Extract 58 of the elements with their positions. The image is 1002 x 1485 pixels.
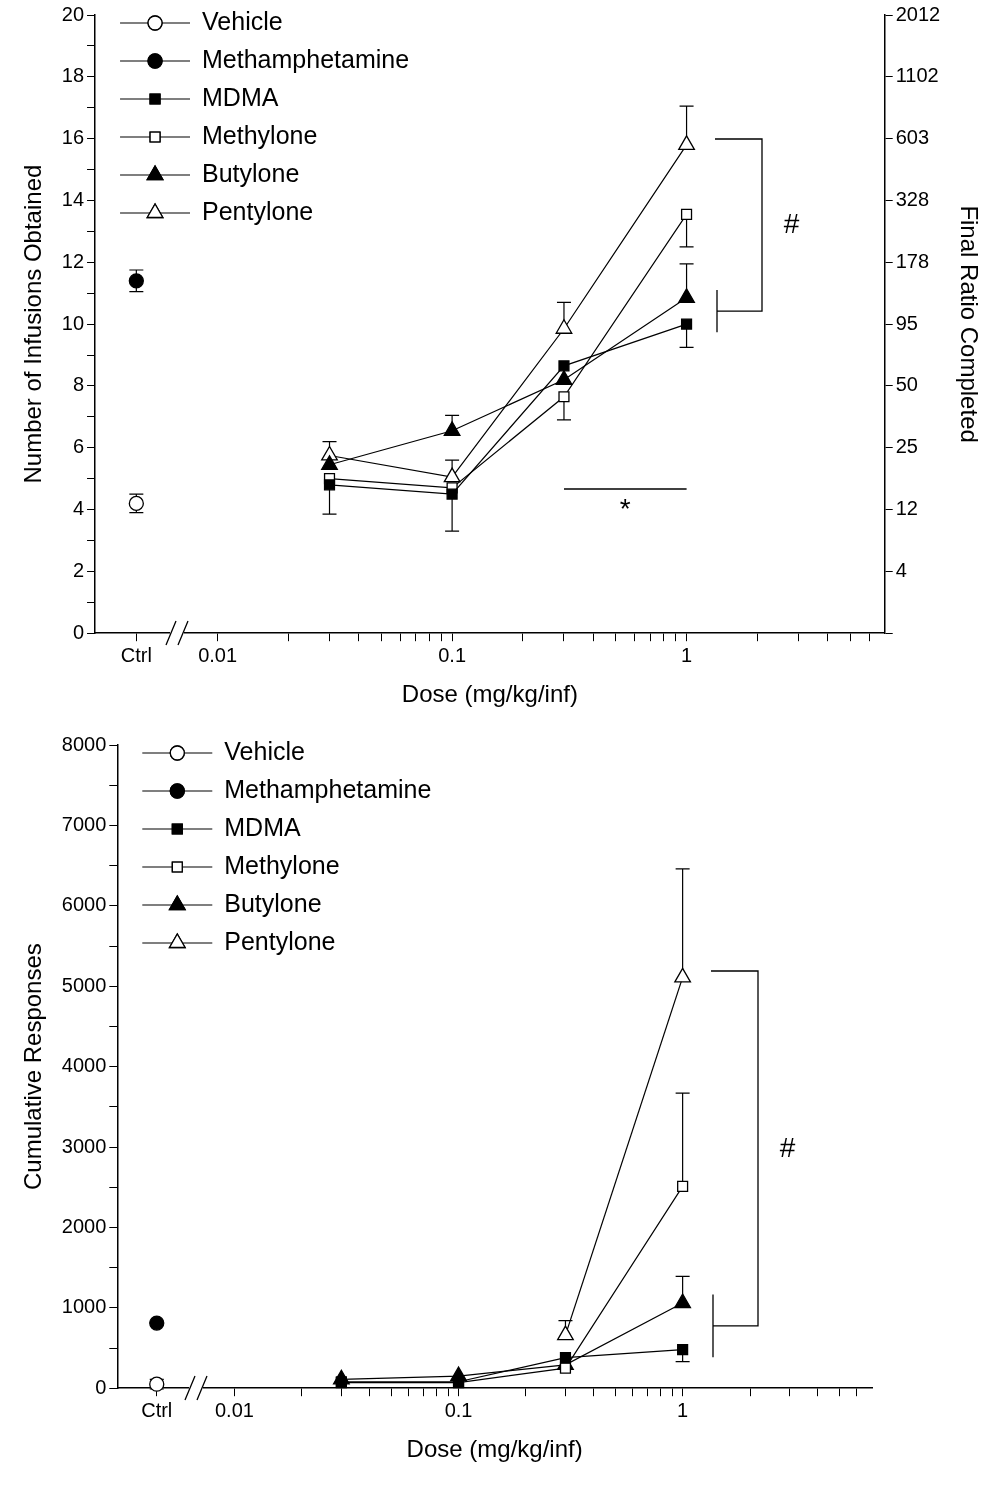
legend-label: Butylone: [224, 888, 322, 917]
y-tick-label: 16: [61, 126, 85, 149]
category-label: 50: [895, 373, 918, 396]
category-label: 4: [895, 558, 907, 581]
legend-label: Methylone: [224, 850, 340, 879]
y-tick-label: 0: [72, 620, 85, 643]
category-label: 2012: [895, 2, 941, 25]
x-tick-label: 1: [677, 1398, 689, 1421]
category-label: 25: [895, 435, 918, 458]
category-label: 95: [895, 311, 918, 334]
y-axis-title: Cumulative Responses: [19, 943, 47, 1190]
x-tick-label: 0.01: [214, 1398, 254, 1421]
y-tick-label: 6: [72, 435, 85, 458]
legend-label: MDMA: [202, 82, 279, 111]
y-tick-label: 7000: [61, 812, 107, 835]
legend-label: Methylone: [202, 120, 318, 149]
y-tick-label: 18: [61, 64, 85, 87]
x-axis-title: Dose (mg/kg/inf): [406, 1435, 583, 1463]
annotation: #: [779, 1131, 796, 1163]
x-tick-label: 0.01: [198, 643, 238, 666]
y-tick-label: 6000: [61, 893, 107, 916]
y-tick-label: 1000: [61, 1295, 107, 1318]
y-tick-label: 3000: [61, 1134, 107, 1157]
annotation: #: [783, 207, 800, 239]
legend-label: Methamphetamine: [202, 44, 410, 73]
y-tick-label: 2000: [61, 1214, 107, 1237]
y-tick-label: 0: [95, 1375, 107, 1398]
y-tick-label: 10: [61, 311, 85, 334]
x-axis-title: Dose (mg/kg/inf): [401, 680, 578, 708]
legend-label: MDMA: [224, 812, 301, 841]
x-tick-label: 0.1: [438, 643, 467, 666]
y-tick-label: 8: [72, 373, 85, 396]
category-label: 12: [895, 497, 918, 520]
y-tick-label: 20: [61, 2, 85, 25]
category-label: 178: [895, 249, 930, 272]
y-tick-label: 5000: [61, 973, 107, 996]
y2-axis-title: Final Ratio Completed: [955, 205, 983, 443]
annotation: *: [619, 493, 631, 525]
legend-label: Vehicle: [224, 736, 305, 765]
y-axis-title: Number of Infusions Obtained: [19, 164, 47, 484]
category-label: 603: [895, 126, 930, 149]
y-tick-label: 4: [72, 497, 85, 520]
category-label: 1102: [895, 64, 939, 87]
x-tick-label: 0.1: [444, 1398, 473, 1421]
y-tick-label: 12: [61, 249, 85, 272]
y-tick-label: 2: [72, 558, 85, 581]
x-tick-label: Ctrl: [120, 643, 152, 666]
y-tick-label: 4000: [61, 1054, 107, 1077]
legend-label: Pentylone: [202, 196, 314, 225]
legend-label: Butylone: [202, 158, 300, 187]
x-tick-label: 1: [681, 643, 693, 666]
x-tick-label: Ctrl: [141, 1398, 173, 1421]
legend-label: Methamphetamine: [224, 774, 432, 803]
y-tick-label: 14: [61, 187, 85, 210]
legend-label: Vehicle: [202, 6, 283, 35]
y-tick-label: 8000: [61, 732, 107, 755]
category-label: 328: [895, 187, 930, 210]
legend-label: Pentylone: [224, 926, 336, 955]
